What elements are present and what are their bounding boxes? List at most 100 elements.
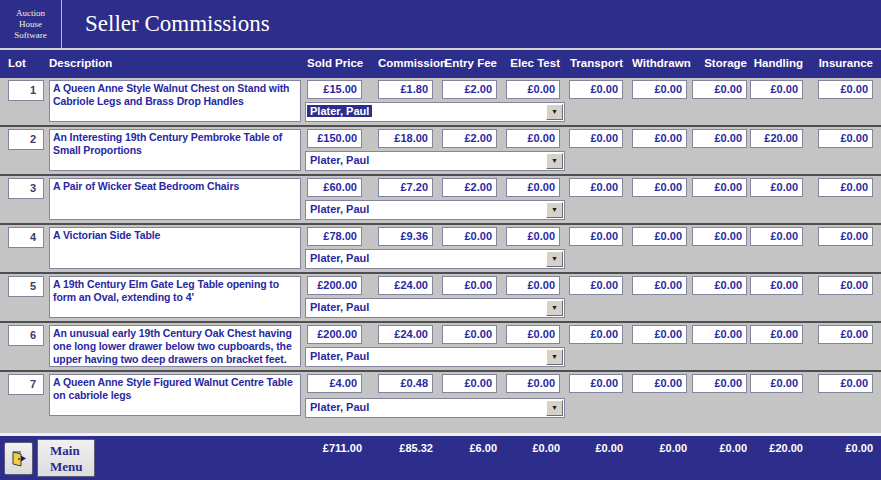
total-insurance: £0.00 bbox=[818, 442, 873, 454]
insurance-field[interactable]: £0.00 bbox=[818, 178, 873, 197]
storage-field[interactable]: £0.00 bbox=[692, 276, 747, 295]
description-field[interactable]: An Interesting 19th Century Pembroke Tab… bbox=[49, 129, 301, 171]
chevron-down-icon[interactable]: ▼ bbox=[546, 251, 563, 267]
lot-row: 1 A Queen Anne Style Walnut Chest on Sta… bbox=[0, 78, 881, 127]
seller-combobox[interactable]: Plater, Paul ▼ bbox=[305, 249, 565, 269]
entry-fee-field[interactable]: £2.00 bbox=[442, 178, 497, 197]
withdrawn-field[interactable]: £0.00 bbox=[632, 227, 687, 246]
lot-number-field[interactable]: 5 bbox=[8, 276, 44, 297]
commission-field[interactable]: £1.80 bbox=[378, 80, 433, 99]
handling-field[interactable]: £0.00 bbox=[750, 80, 803, 99]
storage-field[interactable]: £0.00 bbox=[692, 80, 747, 99]
elec-test-field[interactable]: £0.00 bbox=[506, 374, 560, 393]
storage-field[interactable]: £0.00 bbox=[692, 325, 747, 344]
commission-field[interactable]: £24.00 bbox=[378, 276, 433, 295]
handling-field[interactable]: £0.00 bbox=[750, 276, 803, 295]
lot-row: 6 An unusual early 19th Century Oak Ches… bbox=[0, 323, 881, 372]
insurance-field[interactable]: £0.00 bbox=[818, 227, 873, 246]
description-field[interactable]: A Victorian Side Table bbox=[49, 227, 301, 269]
commission-field[interactable]: £0.48 bbox=[378, 374, 433, 393]
commission-field[interactable]: £18.00 bbox=[378, 129, 433, 148]
column-header-row: Lot Description Sold Price Commission En… bbox=[0, 50, 881, 78]
insurance-field[interactable]: £0.00 bbox=[818, 374, 873, 393]
withdrawn-field[interactable]: £0.00 bbox=[632, 374, 687, 393]
sold-price-field[interactable]: £15.00 bbox=[307, 80, 362, 99]
storage-field[interactable]: £0.00 bbox=[692, 178, 747, 197]
commission-field[interactable]: £7.20 bbox=[378, 178, 433, 197]
chevron-down-icon[interactable]: ▼ bbox=[546, 349, 563, 365]
sold-price-field[interactable]: £200.00 bbox=[307, 325, 362, 344]
withdrawn-field[interactable]: £0.00 bbox=[632, 325, 687, 344]
chevron-down-icon[interactable]: ▼ bbox=[546, 400, 563, 416]
seller-combobox[interactable]: Plater, Paul ▼ bbox=[305, 398, 565, 418]
storage-field[interactable]: £0.00 bbox=[692, 374, 747, 393]
handling-field[interactable]: £20.00 bbox=[750, 129, 803, 148]
entry-fee-field[interactable]: £2.00 bbox=[442, 129, 497, 148]
elec-test-field[interactable]: £0.00 bbox=[506, 129, 560, 148]
handling-field[interactable]: £0.00 bbox=[750, 227, 803, 246]
description-field[interactable]: A Queen Anne Style Walnut Chest on Stand… bbox=[49, 80, 301, 122]
total-commission: £85.32 bbox=[378, 442, 433, 454]
elec-test-field[interactable]: £0.00 bbox=[506, 325, 560, 344]
sold-price-field[interactable]: £4.00 bbox=[307, 374, 362, 393]
lot-number-field[interactable]: 6 bbox=[8, 325, 44, 346]
sold-price-field[interactable]: £78.00 bbox=[307, 227, 362, 246]
sold-price-field[interactable]: £60.00 bbox=[307, 178, 362, 197]
withdrawn-field[interactable]: £0.00 bbox=[632, 129, 687, 148]
handling-field[interactable]: £0.00 bbox=[750, 178, 803, 197]
main-menu-button[interactable]: MainMenu bbox=[37, 439, 95, 477]
elec-test-field[interactable]: £0.00 bbox=[506, 178, 560, 197]
sold-price-field[interactable]: £200.00 bbox=[307, 276, 362, 295]
storage-field[interactable]: £0.00 bbox=[692, 129, 747, 148]
lot-number-field[interactable]: 2 bbox=[8, 129, 44, 150]
entry-fee-field[interactable]: £0.00 bbox=[442, 325, 497, 344]
transport-field[interactable]: £0.00 bbox=[569, 80, 623, 99]
handling-field[interactable]: £0.00 bbox=[750, 374, 803, 393]
transport-field[interactable]: £0.00 bbox=[569, 374, 623, 393]
description-field[interactable]: A Queen Anne Style Figured Walnut Centre… bbox=[49, 374, 301, 416]
handling-field[interactable]: £0.00 bbox=[750, 325, 803, 344]
lot-number-field[interactable]: 3 bbox=[8, 178, 44, 199]
withdrawn-field[interactable]: £0.00 bbox=[632, 276, 687, 295]
transport-field[interactable]: £0.00 bbox=[569, 325, 623, 344]
transport-field[interactable]: £0.00 bbox=[569, 276, 623, 295]
seller-combobox[interactable]: Plater, Paul ▼ bbox=[305, 347, 565, 367]
description-field[interactable]: A Pair of Wicker Seat Bedroom Chairs bbox=[49, 178, 301, 220]
insurance-field[interactable]: £0.00 bbox=[818, 129, 873, 148]
description-field[interactable]: An unusual early 19th Century Oak Chest … bbox=[49, 325, 301, 367]
entry-fee-field[interactable]: £2.00 bbox=[442, 80, 497, 99]
lot-number-field[interactable]: 7 bbox=[8, 374, 44, 395]
elec-test-field[interactable]: £0.00 bbox=[506, 276, 560, 295]
chevron-down-icon[interactable]: ▼ bbox=[546, 202, 563, 218]
withdrawn-field[interactable]: £0.00 bbox=[632, 80, 687, 99]
seller-name: Plater, Paul bbox=[307, 105, 372, 117]
insurance-field[interactable]: £0.00 bbox=[818, 80, 873, 99]
seller-combobox[interactable]: Plater, Paul ▼ bbox=[305, 298, 565, 318]
entry-fee-field[interactable]: £0.00 bbox=[442, 374, 497, 393]
lot-number-field[interactable]: 4 bbox=[8, 227, 44, 248]
description-field[interactable]: A 19th Century Elm Gate Leg Table openin… bbox=[49, 276, 301, 318]
chevron-down-icon[interactable]: ▼ bbox=[546, 153, 563, 169]
seller-combobox[interactable]: Plater, Paul ▼ bbox=[305, 102, 565, 122]
insurance-field[interactable]: £0.00 bbox=[818, 325, 873, 344]
elec-test-field[interactable]: £0.00 bbox=[506, 227, 560, 246]
commission-field[interactable]: £24.00 bbox=[378, 325, 433, 344]
main-menu-label-line2: Menu bbox=[50, 459, 83, 474]
chevron-down-icon[interactable]: ▼ bbox=[546, 104, 563, 120]
exit-button[interactable] bbox=[4, 442, 33, 475]
storage-field[interactable]: £0.00 bbox=[692, 227, 747, 246]
transport-field[interactable]: £0.00 bbox=[569, 178, 623, 197]
entry-fee-field[interactable]: £0.00 bbox=[442, 276, 497, 295]
chevron-down-icon[interactable]: ▼ bbox=[546, 300, 563, 316]
seller-combobox[interactable]: Plater, Paul ▼ bbox=[305, 200, 565, 220]
seller-combobox[interactable]: Plater, Paul ▼ bbox=[305, 151, 565, 171]
transport-field[interactable]: £0.00 bbox=[569, 227, 623, 246]
lot-number-field[interactable]: 1 bbox=[8, 80, 44, 101]
commission-field[interactable]: £9.36 bbox=[378, 227, 433, 246]
entry-fee-field[interactable]: £0.00 bbox=[442, 227, 497, 246]
elec-test-field[interactable]: £0.00 bbox=[506, 80, 560, 99]
sold-price-field[interactable]: £150.00 bbox=[307, 129, 362, 148]
transport-field[interactable]: £0.00 bbox=[569, 129, 623, 148]
withdrawn-field[interactable]: £0.00 bbox=[632, 178, 687, 197]
insurance-field[interactable]: £0.00 bbox=[818, 276, 873, 295]
